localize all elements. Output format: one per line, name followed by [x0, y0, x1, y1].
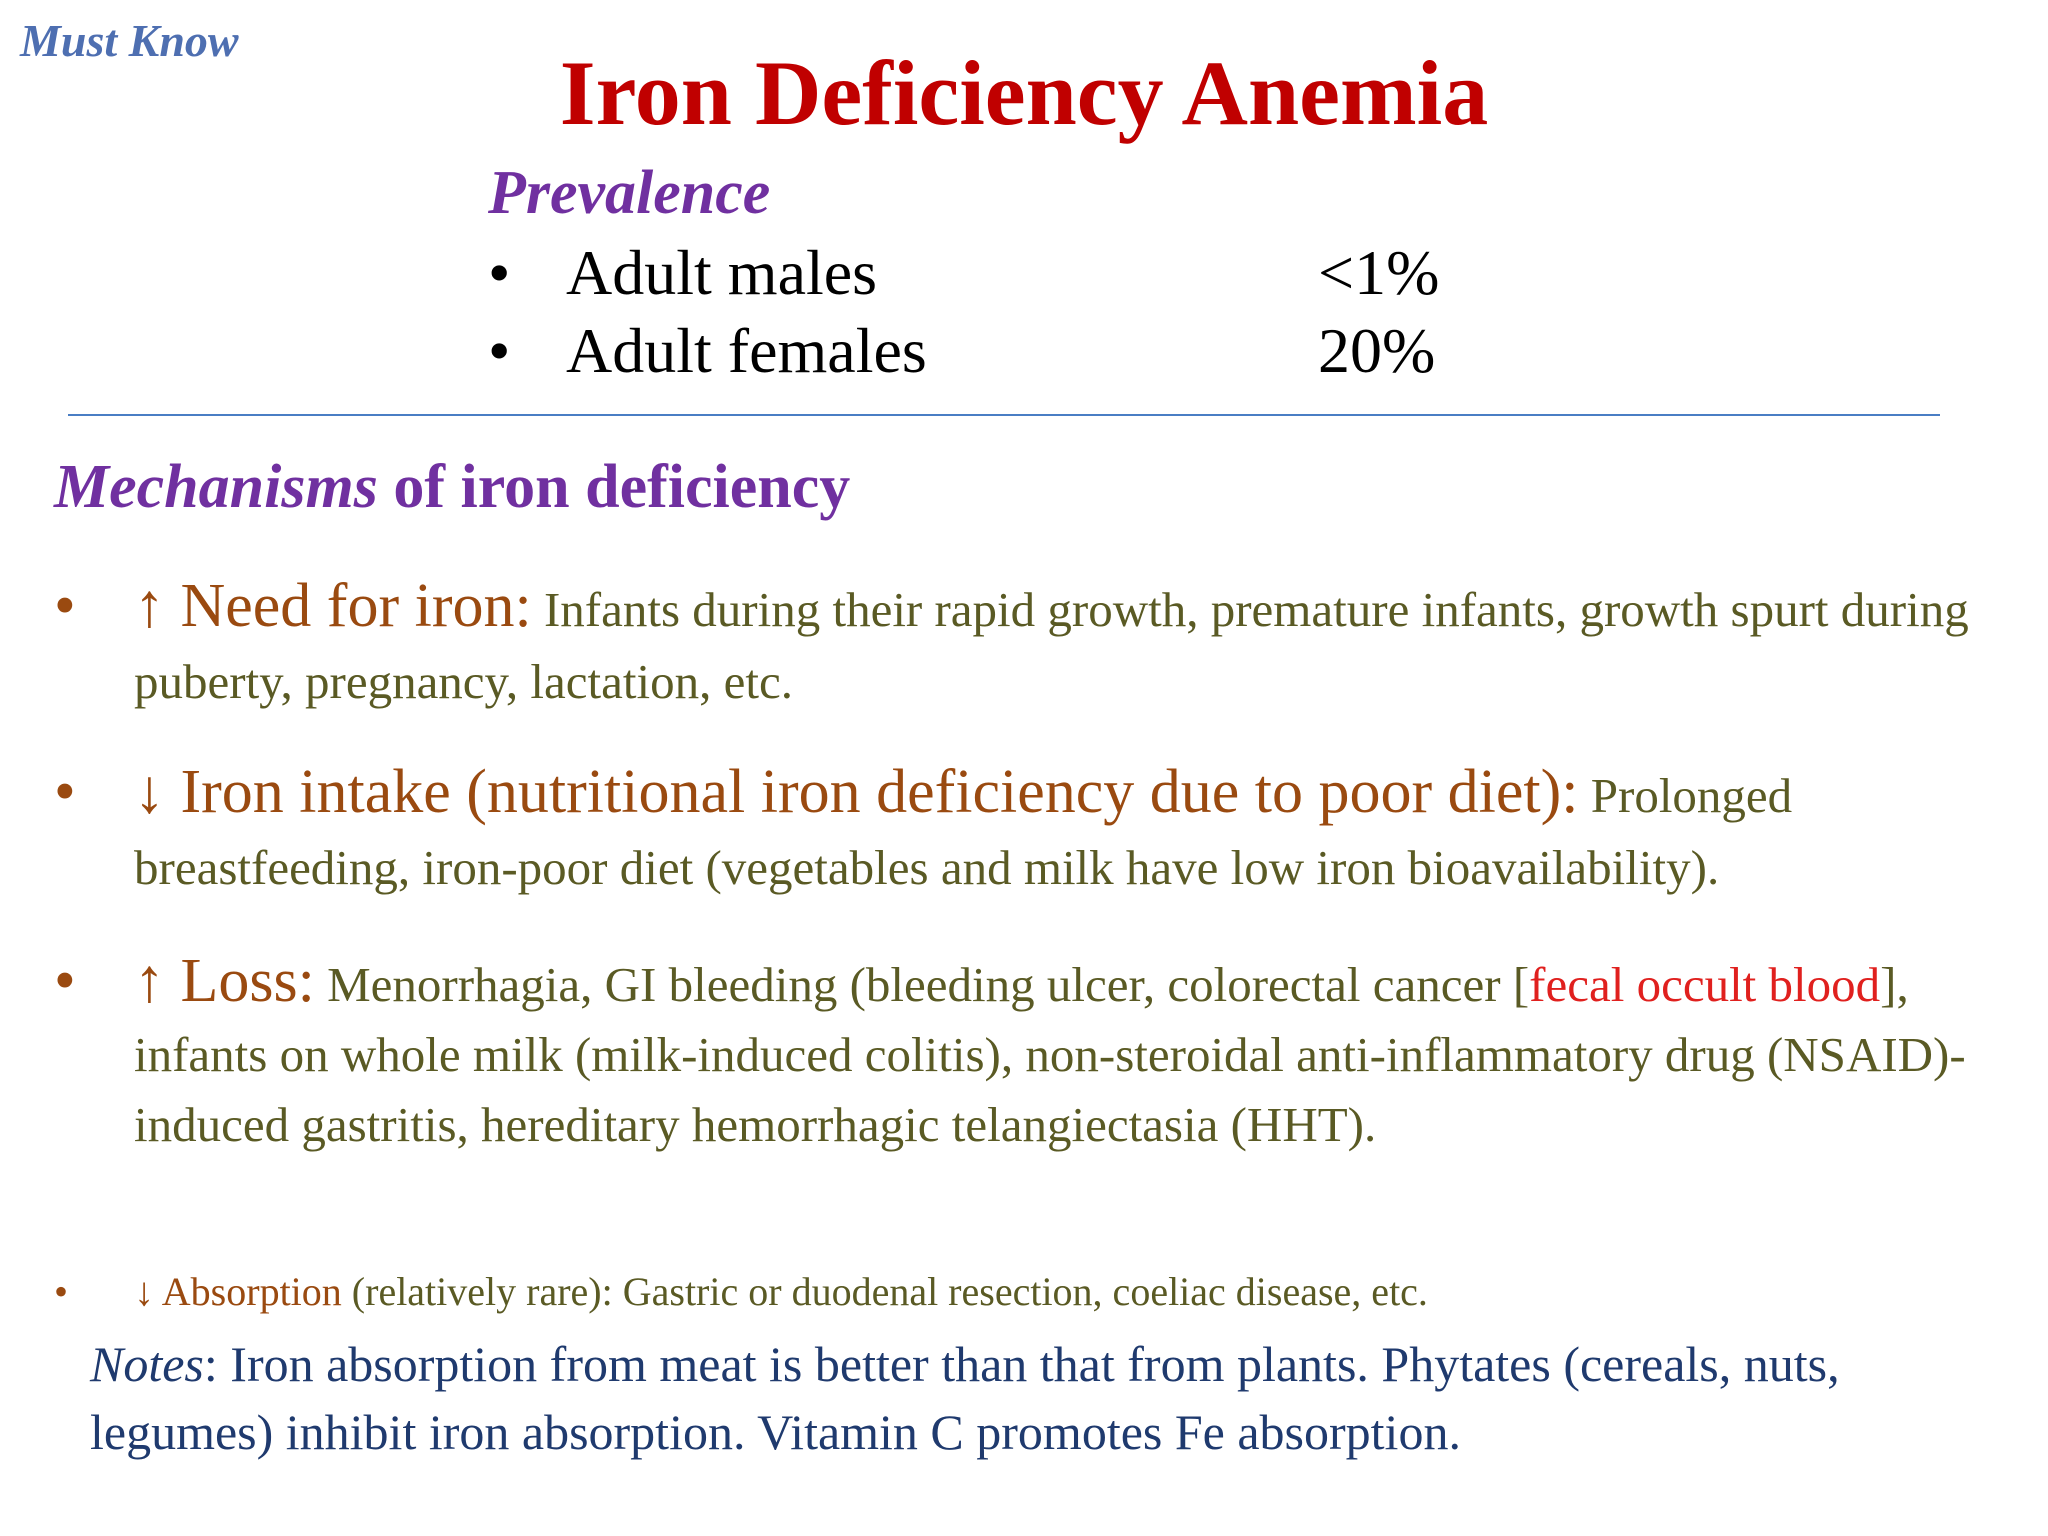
mechanisms-heading-emphasis: Mechanisms [54, 453, 378, 521]
bullet: • [54, 1269, 69, 1314]
notes-text: : Iron absorption from meat is better th… [90, 1336, 1840, 1460]
prevalence-row-females: • Adult females 20% [488, 314, 1588, 390]
prevalence-label: Adult females [566, 315, 927, 386]
mechanism-highlight: fecal occult blood [1529, 957, 1881, 1012]
mechanism-body: ↓ Iron intake (nutritional iron deficien… [134, 756, 2014, 904]
prevalence-label: Adult males [566, 237, 878, 308]
mechanism-loss: • ↑ Loss: Menorrhagia, GI bleeding (blee… [54, 946, 2014, 1160]
mechanism-text: ], infants on whole milk (milk-induced c… [134, 957, 1966, 1152]
mechanism-absorption: • ↓ Absorption (relatively rare): Gastri… [54, 1264, 2014, 1320]
prevalence-row-males: • Adult males <1% [488, 236, 1588, 312]
must-know-tag: Must Know [20, 15, 239, 66]
mechanism-lead: ↓ Absorption [134, 1269, 342, 1314]
mechanism-body: ↓ Absorption (relatively rare): Gastric … [134, 1264, 2014, 1320]
mechanisms-heading: Mechanisms of iron deficiency [54, 452, 850, 523]
mechanism-need: • ↑ Need for iron: Infants during their … [54, 570, 2014, 718]
mechanism-lead: ↑ Loss: [134, 947, 315, 1015]
notes-label: Notes [90, 1336, 204, 1392]
notes: Notes: Iron absorption from meat is bett… [90, 1330, 2010, 1466]
prevalence-heading: Prevalence [488, 159, 771, 227]
mechanism-body: ↑ Need for iron: Infants during their ra… [134, 570, 2014, 718]
bullet: • [488, 315, 511, 386]
page-title: Iron Deficiency Anemia [559, 42, 1489, 144]
mechanism-body: ↑ Loss: Menorrhagia, GI bleeding (bleedi… [134, 946, 2014, 1160]
mechanism-text: (relatively rare): Gastric or duodenal r… [341, 1269, 1428, 1314]
mechanisms-heading-rest: of iron deficiency [377, 453, 851, 521]
bullet: • [54, 947, 76, 1015]
mechanism-text: Infants during their rapid growth, prema… [134, 582, 1969, 709]
mechanism-lead: ↓ Iron intake (nutritional iron deficien… [134, 758, 1579, 826]
mechanism-intake: • ↓ Iron intake (nutritional iron defici… [54, 756, 2014, 904]
section-divider [68, 414, 1940, 416]
bullet: • [54, 758, 76, 826]
bullet: • [488, 237, 511, 308]
bullet: • [54, 572, 76, 640]
prevalence-value: <1% [1318, 237, 1440, 308]
mechanism-text: Menorrhagia, GI bleeding (bleeding ulcer… [314, 957, 1530, 1012]
mechanism-text: Prolonged breastfeeding, iron-poor diet … [134, 768, 1793, 895]
prevalence-value: 20% [1318, 315, 1436, 386]
mechanism-lead: ↑ Need for iron: [134, 572, 532, 640]
